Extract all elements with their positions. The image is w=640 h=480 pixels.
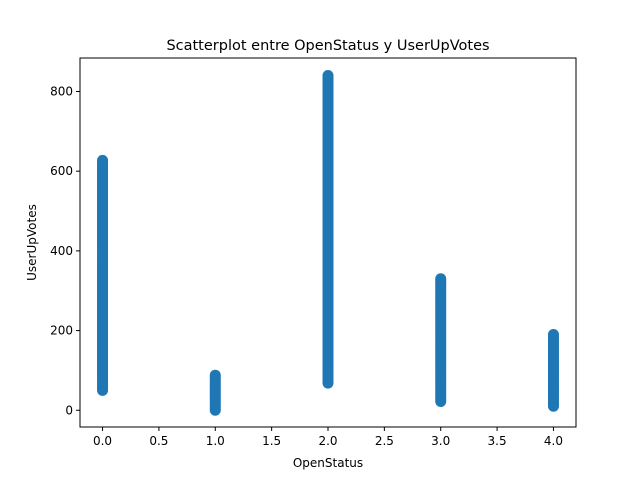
- x-tick-label: 4.0: [544, 434, 563, 448]
- x-tick-label: 2.5: [375, 434, 394, 448]
- point-group-1: [209, 369, 221, 416]
- x-tick-label: 3.5: [488, 434, 507, 448]
- x-axis-label: OpenStatus: [293, 456, 363, 470]
- x-axis: 0.0 0.5 1.0 1.5 2.0 2.5 3.0 3.5 4.0: [93, 427, 563, 448]
- plot-area: [97, 70, 559, 416]
- scatter-point: [209, 369, 221, 381]
- y-tick-label: 400: [50, 244, 73, 258]
- y-tick-label: 800: [50, 84, 73, 98]
- point-group-2: [322, 70, 334, 389]
- x-tick-label: 1.5: [262, 434, 281, 448]
- scatter-point: [435, 273, 447, 285]
- y-axis: 0 200 400 600 800: [50, 84, 80, 417]
- scatter-point: [97, 154, 109, 166]
- point-group-3: [435, 273, 447, 407]
- y-tick-label: 600: [50, 164, 73, 178]
- scatter-point: [547, 329, 559, 341]
- x-tick-label: 0.5: [149, 434, 168, 448]
- y-tick-label: 200: [50, 324, 73, 338]
- y-tick-label: 0: [65, 403, 73, 417]
- chart-title: Scatterplot entre OpenStatus y UserUpVot…: [166, 38, 489, 54]
- y-axis-label: UserUpVotes: [25, 204, 39, 281]
- scatter-point: [322, 70, 334, 82]
- x-tick-label: 3.0: [431, 434, 450, 448]
- point-group-4: [547, 329, 559, 412]
- point-group-0: [97, 154, 109, 396]
- x-tick-label: 0.0: [93, 434, 112, 448]
- x-tick-label: 1.0: [206, 434, 225, 448]
- axes-frame: [79, 57, 577, 428]
- x-tick-label: 2.0: [318, 434, 337, 448]
